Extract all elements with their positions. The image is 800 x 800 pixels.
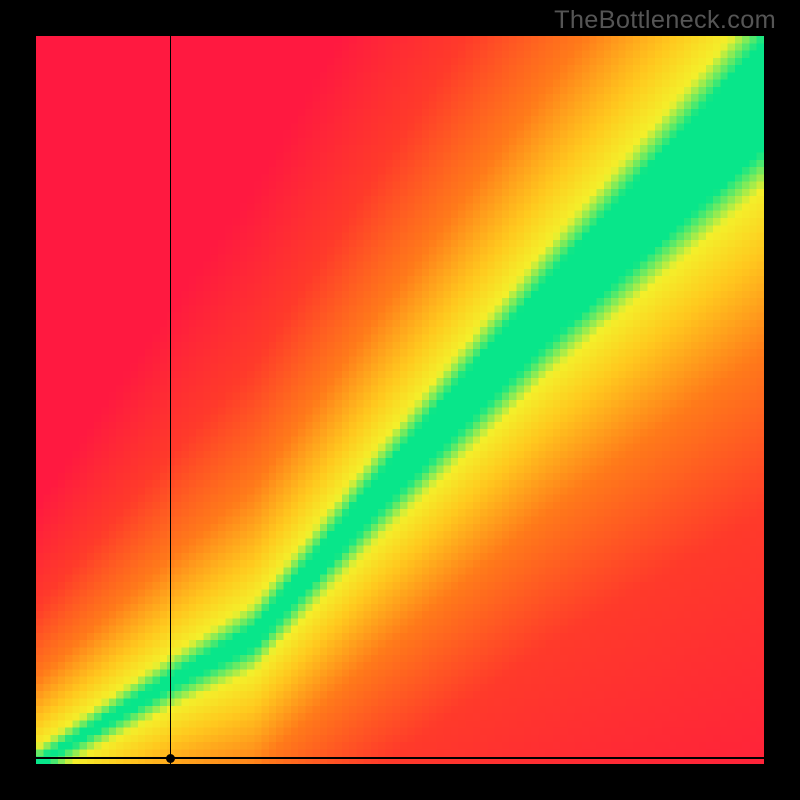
crosshair-vertical	[170, 36, 172, 764]
watermark-text: TheBottleneck.com	[554, 6, 776, 35]
bottleneck-heatmap	[36, 36, 764, 764]
crosshair-marker-dot	[166, 754, 175, 763]
crosshair-horizontal	[36, 757, 764, 759]
